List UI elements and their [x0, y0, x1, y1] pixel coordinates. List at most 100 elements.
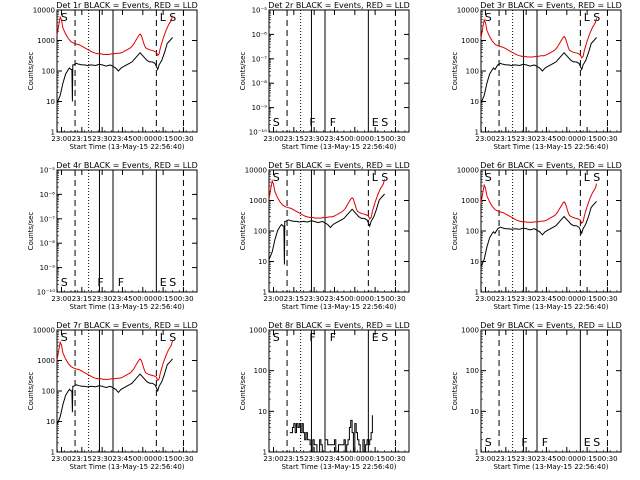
x-axis-label: Start Time (13-May-15 22:56:40) — [281, 463, 396, 471]
event-marker-s: S — [485, 436, 492, 449]
y-axis-label: Counts/sec — [451, 212, 459, 251]
y-tick-label: 10 — [470, 408, 479, 416]
event-marker-f: F — [118, 276, 124, 289]
x-tick-label: 23:00 — [263, 135, 283, 143]
event-marker-f: F — [330, 331, 336, 344]
chart-title: Det 6r BLACK = Events, RED = LLD — [480, 161, 622, 170]
event-marker-e: E — [372, 331, 379, 344]
y-tick-label: 10⁻⁵ — [40, 167, 56, 175]
x-tick-label: 00:15 — [577, 135, 597, 143]
y-tick-label: 1 — [51, 129, 55, 137]
x-tick-label: 23:30 — [516, 295, 536, 303]
plot-frame — [268, 329, 410, 453]
event-marker-s: S — [273, 171, 280, 184]
y-tick-label: 1000 — [461, 327, 479, 335]
y-tick-label: 10 — [470, 258, 479, 266]
event-marker-l: L — [584, 171, 591, 184]
x-tick-label: 00:00 — [133, 455, 153, 463]
y-tick-label: 1 — [51, 449, 55, 457]
y-tick-label: 10⁻⁷ — [252, 55, 268, 63]
event-marker-f: F — [97, 276, 103, 289]
y-tick-label: 10⁻⁸ — [252, 80, 268, 88]
y-tick-label: 1 — [475, 289, 479, 297]
x-tick-label: 23:15 — [72, 455, 92, 463]
x-tick-label: 00:00 — [133, 135, 153, 143]
x-tick-label: 23:30 — [92, 455, 112, 463]
x-tick-label: 00:30 — [173, 455, 193, 463]
y-tick-label: 10⁻⁸ — [40, 240, 56, 248]
x-axis-label: Start Time (13-May-15 22:56:40) — [281, 143, 396, 151]
y-axis-label: Counts/sec — [27, 372, 35, 411]
y-tick-label: 100 — [254, 367, 267, 375]
y-tick-label: 100 — [466, 228, 479, 236]
event-marker-s: S — [61, 331, 68, 344]
y-tick-label: 10⁻¹⁰ — [37, 289, 55, 297]
plot-frame — [56, 169, 198, 293]
y-tick-label: 1000 — [37, 37, 55, 45]
y-axis-label: Counts/sec — [239, 372, 247, 411]
x-tick-label: 00:30 — [597, 455, 617, 463]
y-tick-label: 10 — [46, 98, 55, 106]
x-axis-label: Start Time (13-May-15 22:56:40) — [493, 143, 608, 151]
x-tick-label: 23:30 — [516, 455, 536, 463]
x-tick-label: 23:00 — [263, 295, 283, 303]
series-lld-line — [56, 340, 174, 382]
y-axis-label: Counts/sec — [239, 52, 247, 91]
x-tick-label: 00:00 — [557, 135, 577, 143]
event-marker-s: S — [169, 276, 176, 289]
x-tick-label: 00:15 — [153, 135, 173, 143]
y-tick-label: 1 — [263, 289, 267, 297]
chart-title: Det 1r BLACK = Events, RED = LLD — [56, 1, 198, 10]
y-tick-label: 1000 — [37, 357, 55, 365]
event-marker-f: F — [309, 116, 315, 129]
y-tick-label: 10000 — [33, 7, 55, 15]
plot-frame — [480, 169, 622, 293]
x-tick-label: 00:30 — [173, 135, 193, 143]
event-marker-s: S — [61, 276, 68, 289]
y-tick-label: 1 — [475, 449, 479, 457]
x-tick-label: 23:00 — [475, 455, 495, 463]
y-tick-label: 10⁻⁶ — [252, 31, 268, 39]
x-tick-label: 00:00 — [345, 455, 365, 463]
x-tick-label: 00:30 — [385, 455, 405, 463]
chart-title: Det 4r BLACK = Events, RED = LLD — [56, 161, 198, 170]
x-tick-label: 23:15 — [72, 295, 92, 303]
y-axis-label: Counts/sec — [239, 212, 247, 251]
y-tick-label: 100 — [42, 388, 55, 396]
x-tick-label: 00:00 — [557, 295, 577, 303]
x-tick-label: 00:15 — [577, 295, 597, 303]
y-tick-label: 100 — [466, 367, 479, 375]
y-tick-label: 100 — [466, 68, 479, 76]
x-tick-label: 23:30 — [304, 455, 324, 463]
y-tick-label: 1000 — [461, 197, 479, 205]
x-tick-label: 23:00 — [51, 135, 71, 143]
y-tick-label: 10000 — [457, 167, 479, 175]
event-marker-s: S — [593, 436, 600, 449]
x-tick-label: 23:45 — [112, 295, 132, 303]
chart-title: Det 9r BLACK = Events, RED = LLD — [480, 321, 622, 330]
series-events-line — [56, 358, 173, 425]
plot-frame — [268, 169, 410, 293]
event-marker-f: F — [542, 436, 548, 449]
chart-title: Det 7r BLACK = Events, RED = LLD — [56, 321, 198, 330]
event-marker-l: L — [160, 331, 167, 344]
x-tick-label: 23:15 — [496, 295, 516, 303]
series-events-line — [56, 37, 173, 104]
y-tick-label: 10⁻⁹ — [40, 264, 56, 272]
x-tick-label: 00:30 — [173, 295, 193, 303]
x-tick-label: 23:45 — [536, 135, 556, 143]
x-tick-label: 23:15 — [284, 295, 304, 303]
y-tick-label: 10000 — [33, 327, 55, 335]
event-marker-s: S — [381, 331, 388, 344]
y-tick-label: 10⁻⁶ — [40, 191, 56, 199]
event-marker-l: L — [584, 11, 591, 24]
y-tick-label: 10⁻⁵ — [252, 7, 268, 15]
y-tick-label: 10 — [470, 98, 479, 106]
x-tick-label: 00:15 — [153, 455, 173, 463]
plot-frame — [56, 9, 198, 133]
x-tick-label: 00:15 — [365, 295, 385, 303]
x-axis-label: Start Time (13-May-15 22:56:40) — [493, 303, 608, 311]
y-axis-label: Counts/sec — [451, 372, 459, 411]
